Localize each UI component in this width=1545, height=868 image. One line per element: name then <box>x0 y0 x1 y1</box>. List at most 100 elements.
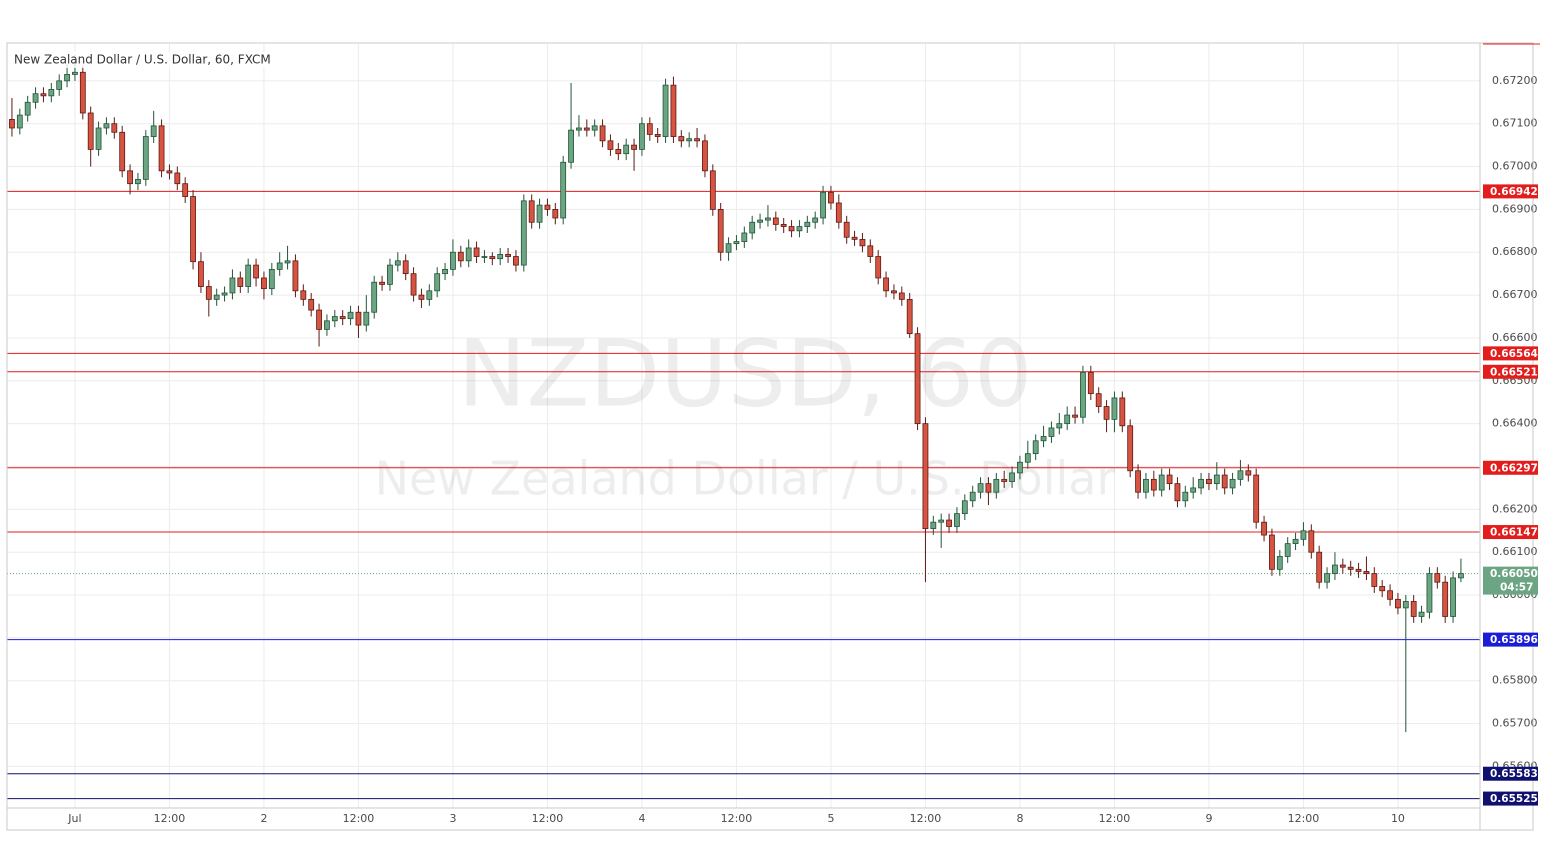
candle-body <box>166 170 173 174</box>
x-tick-label: 8 <box>1016 812 1023 825</box>
candle-body <box>1300 530 1307 540</box>
candle-body <box>741 232 748 242</box>
candle-body <box>591 125 598 131</box>
candle-body <box>505 253 511 257</box>
candle-body <box>851 236 858 240</box>
candle-body <box>465 247 472 262</box>
plot-frame <box>6 42 1534 831</box>
candle-body <box>1402 601 1409 609</box>
candle-body <box>607 140 614 150</box>
y-tick-label: 0.67100 <box>1492 117 1538 130</box>
candle-body <box>198 261 204 287</box>
candle-body <box>765 217 771 221</box>
candle-body <box>119 131 126 172</box>
candle-body <box>316 309 322 330</box>
last-price-box <box>1483 566 1538 595</box>
candle-body <box>733 241 740 245</box>
candle-body <box>64 74 70 82</box>
candle-body <box>1119 397 1126 427</box>
candle-body <box>930 521 937 530</box>
candle-body <box>891 290 897 294</box>
candle-body <box>820 191 826 219</box>
candle-body <box>268 268 275 290</box>
candle-body <box>1182 491 1189 502</box>
candle-body <box>16 114 23 129</box>
candle-body <box>339 316 346 320</box>
candle-body <box>48 89 55 97</box>
level-label-box <box>1483 364 1538 379</box>
y-tick-label: 0.66700 <box>1492 288 1538 301</box>
title-bg <box>10 52 268 68</box>
candle-body <box>497 253 504 260</box>
candle-body <box>1064 414 1071 425</box>
candle-body <box>1166 474 1173 485</box>
candle-body <box>1072 414 1078 418</box>
candle-body <box>1355 568 1362 572</box>
candle-body <box>906 298 913 335</box>
candle-body <box>520 200 527 266</box>
candle-body <box>513 256 519 266</box>
candle-body <box>646 123 653 135</box>
candle-body <box>843 221 850 238</box>
candle-body <box>772 217 779 225</box>
candle-body <box>347 311 354 320</box>
y-tick-label: 0.66600 <box>1492 331 1538 344</box>
candle-body <box>1426 573 1433 613</box>
candle-body <box>205 286 212 300</box>
candle-body <box>111 123 118 133</box>
candle-body <box>245 264 252 287</box>
candle-body <box>1418 611 1425 617</box>
candle-body <box>623 144 630 155</box>
chart-title: New Zealand Dollar / U.S. Dollar, 60, FX… <box>14 53 271 67</box>
candle-body <box>1135 470 1141 493</box>
x-tick-label: 12:00 <box>1288 812 1320 825</box>
candle-body <box>213 294 220 300</box>
candle-body <box>253 264 259 279</box>
candle-body <box>174 172 181 185</box>
candle-body <box>1284 543 1291 557</box>
candle-body <box>583 127 590 131</box>
candle-body <box>457 251 464 262</box>
candle-body <box>418 294 425 300</box>
candle-body <box>1048 427 1055 437</box>
candle-body <box>796 226 803 232</box>
candle-body <box>1347 566 1354 570</box>
candle-body <box>1253 474 1260 523</box>
candle-body <box>1245 470 1252 476</box>
y-tick-label: 0.66400 <box>1492 417 1538 430</box>
candle-body <box>717 208 724 253</box>
candle-body <box>103 123 110 129</box>
candle-body <box>914 333 921 425</box>
candle-body <box>9 119 15 129</box>
candle-body <box>835 202 842 223</box>
candle-body <box>552 208 559 219</box>
candle-body <box>639 123 645 150</box>
candle-body <box>1410 601 1417 617</box>
candle-body <box>1339 564 1346 568</box>
candle-body <box>1371 573 1378 587</box>
y-tick-label: 0.66100 <box>1492 545 1538 558</box>
candle-body <box>1150 478 1157 491</box>
candle-body <box>72 71 78 75</box>
candle-body <box>599 125 606 142</box>
candle-body <box>158 125 165 172</box>
level-label-box <box>1483 184 1538 199</box>
candle-body <box>922 423 929 530</box>
candle-body <box>883 277 889 292</box>
candle-body <box>1190 487 1197 493</box>
x-tick-label: 12:00 <box>721 812 753 825</box>
candle-body <box>1316 551 1323 583</box>
candle-body <box>993 478 1000 493</box>
candle-body <box>1363 571 1370 575</box>
candle-body <box>95 127 102 150</box>
candle-body <box>859 238 866 247</box>
y-tick-label: 0.67000 <box>1492 160 1538 173</box>
candle-body <box>450 251 456 270</box>
candle-body <box>1213 474 1220 485</box>
candle-body <box>363 311 370 326</box>
candle-body <box>410 273 417 296</box>
y-tick-label: 0.66200 <box>1492 502 1538 515</box>
candle-body <box>300 290 307 300</box>
candle-body <box>292 260 299 292</box>
candle-body <box>1442 581 1449 617</box>
